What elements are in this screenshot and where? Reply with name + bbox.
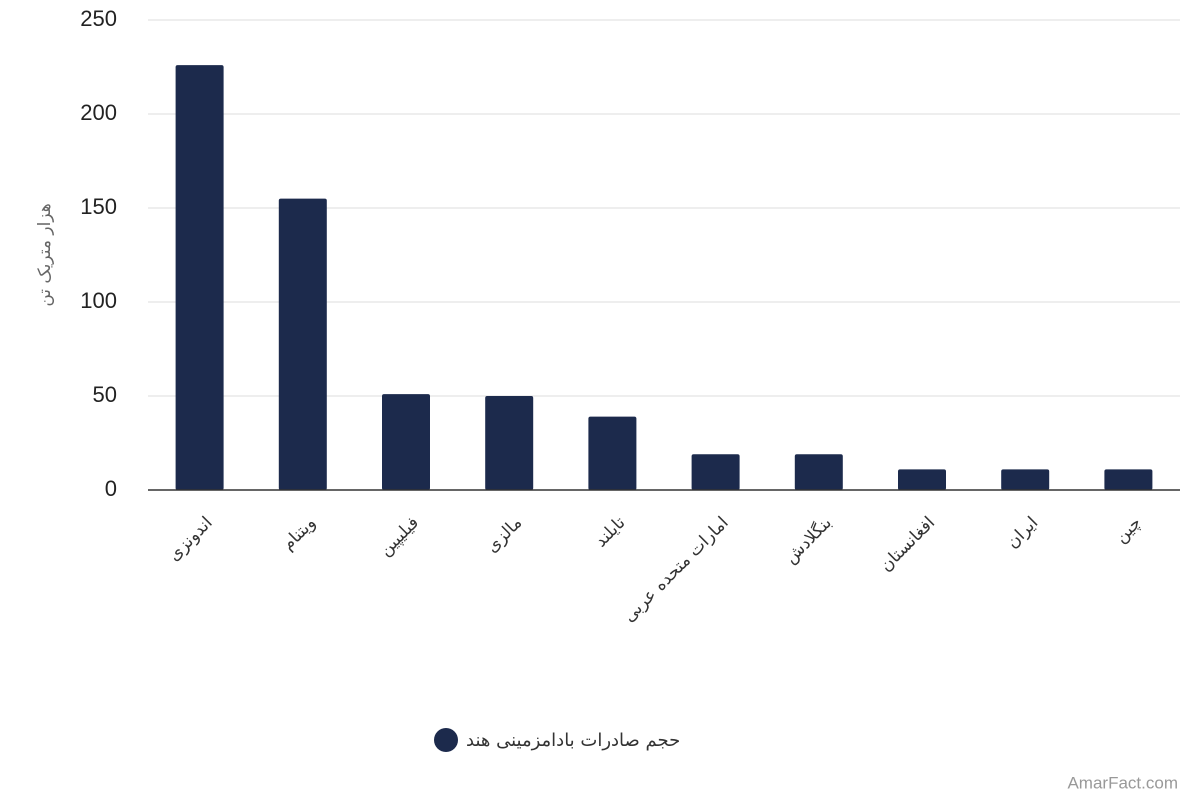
- bar: [1001, 469, 1050, 490]
- y-tick-label: 100: [80, 288, 117, 313]
- legend-marker: [434, 728, 458, 752]
- x-tick-label: مالزی: [482, 513, 526, 557]
- x-tick-label: اندونزی: [164, 513, 216, 565]
- x-tick-label: فیلیپین: [376, 513, 424, 561]
- x-tick-label: امارات متحده عربی: [619, 513, 732, 626]
- bar: [485, 396, 534, 490]
- y-tick-label: 200: [80, 100, 117, 125]
- legend-label: حجم صادرات بادامزمینی هند: [466, 730, 680, 751]
- bar: [175, 65, 224, 491]
- bar: [588, 416, 637, 490]
- x-tick-label: ویتنام: [278, 513, 320, 555]
- watermark: AmarFact.com: [1067, 773, 1178, 792]
- bar: [794, 454, 843, 490]
- bar: [278, 198, 327, 490]
- x-tick-label: چین: [1111, 513, 1145, 547]
- y-tick-label: 250: [80, 6, 117, 31]
- x-tick-label: تایلند: [591, 513, 630, 552]
- y-axis-label: هزار متریک تن: [35, 203, 55, 306]
- bar: [382, 394, 430, 490]
- y-tick-label: 50: [93, 382, 117, 407]
- x-tick-label: ایران: [1003, 513, 1043, 553]
- bar: [691, 454, 740, 490]
- y-tick-label: 150: [80, 194, 117, 219]
- x-tick-label: افغانستان: [876, 513, 939, 576]
- y-tick-label: 0: [105, 476, 117, 501]
- x-tick-label: بنگلادش: [780, 512, 836, 568]
- bar: [1104, 469, 1153, 490]
- bar: [898, 469, 946, 490]
